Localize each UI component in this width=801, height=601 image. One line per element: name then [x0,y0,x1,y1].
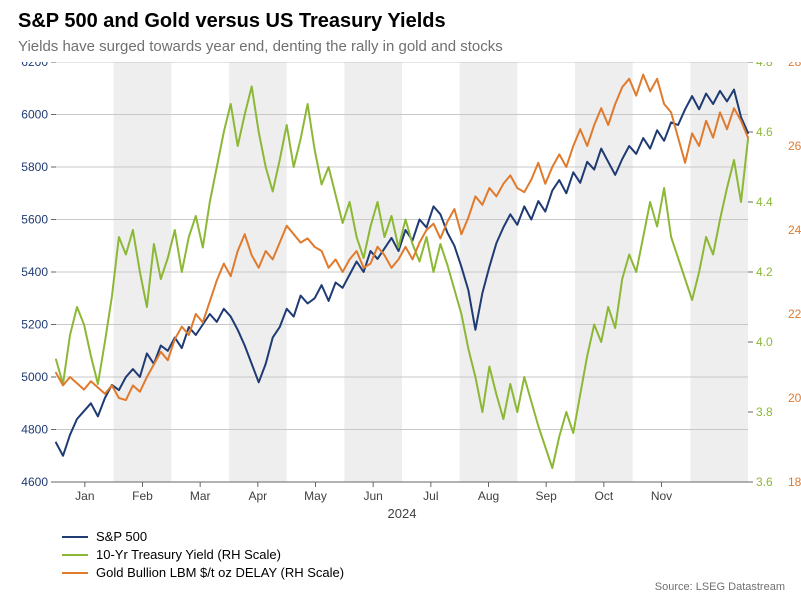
svg-text:5000: 5000 [21,370,48,384]
svg-text:Nov: Nov [651,489,672,503]
svg-text:3.8: 3.8 [756,405,773,419]
svg-text:4.6: 4.6 [756,125,773,139]
legend-swatch [62,554,88,556]
svg-text:Apr: Apr [248,489,267,503]
legend-label: S&P 500 [96,528,147,546]
svg-text:Mar: Mar [190,489,211,503]
svg-text:Jun: Jun [363,489,382,503]
svg-text:Aug: Aug [478,489,499,503]
svg-text:2600: 2600 [788,139,801,153]
svg-text:2800: 2800 [788,62,801,69]
chart-plot-area: Jan Feb Mar Apr May Jun Jul Aug Sep Oct Nov 2024 460… [11,62,801,532]
svg-text:2000: 2000 [788,391,801,405]
svg-text:May: May [304,489,327,503]
chart-source: Source: LSEG Datastream [655,581,785,593]
svg-text:6200: 6200 [21,62,48,69]
legend-label: Gold Bullion LBM $/t oz DELAY (RH Scale) [96,564,344,582]
legend-swatch [62,536,88,538]
svg-text:4800: 4800 [21,423,48,437]
svg-text:1800: 1800 [788,475,801,489]
svg-text:4600: 4600 [21,475,48,489]
svg-text:Jul: Jul [423,489,438,503]
svg-text:Feb: Feb [132,489,153,503]
svg-text:4.2: 4.2 [756,265,773,279]
legend-label: 10-Yr Treasury Yield (RH Scale) [96,546,281,564]
svg-text:4.8: 4.8 [756,62,773,69]
svg-text:5400: 5400 [21,265,48,279]
svg-text:4.4: 4.4 [756,195,773,209]
svg-text:Sep: Sep [535,489,557,503]
svg-text:Oct: Oct [594,489,613,503]
legend-item: S&P 500 [62,528,344,546]
svg-text:5600: 5600 [21,213,48,227]
svg-text:2200: 2200 [788,307,801,321]
svg-text:5200: 5200 [21,318,48,332]
svg-text:2400: 2400 [788,223,801,237]
legend-item: Gold Bullion LBM $/t oz DELAY (RH Scale) [62,564,344,582]
svg-text:5800: 5800 [21,160,48,174]
svg-text:4.0: 4.0 [756,335,773,349]
legend-swatch [62,572,88,574]
chart-title: S&P 500 and Gold versus US Treasury Yiel… [18,10,446,33]
chart-subtitle: Yields have surged towards year end, den… [18,38,503,55]
svg-text:Jan: Jan [75,489,94,503]
legend-item: 10-Yr Treasury Yield (RH Scale) [62,546,344,564]
chart-container: S&P 500 and Gold versus US Treasury Yiel… [0,0,801,601]
svg-text:3.6: 3.6 [756,475,773,489]
svg-text:6000: 6000 [21,108,48,122]
svg-text:2024: 2024 [388,506,417,521]
chart-legend: S&P 50010-Yr Treasury Yield (RH Scale)Go… [62,528,344,582]
